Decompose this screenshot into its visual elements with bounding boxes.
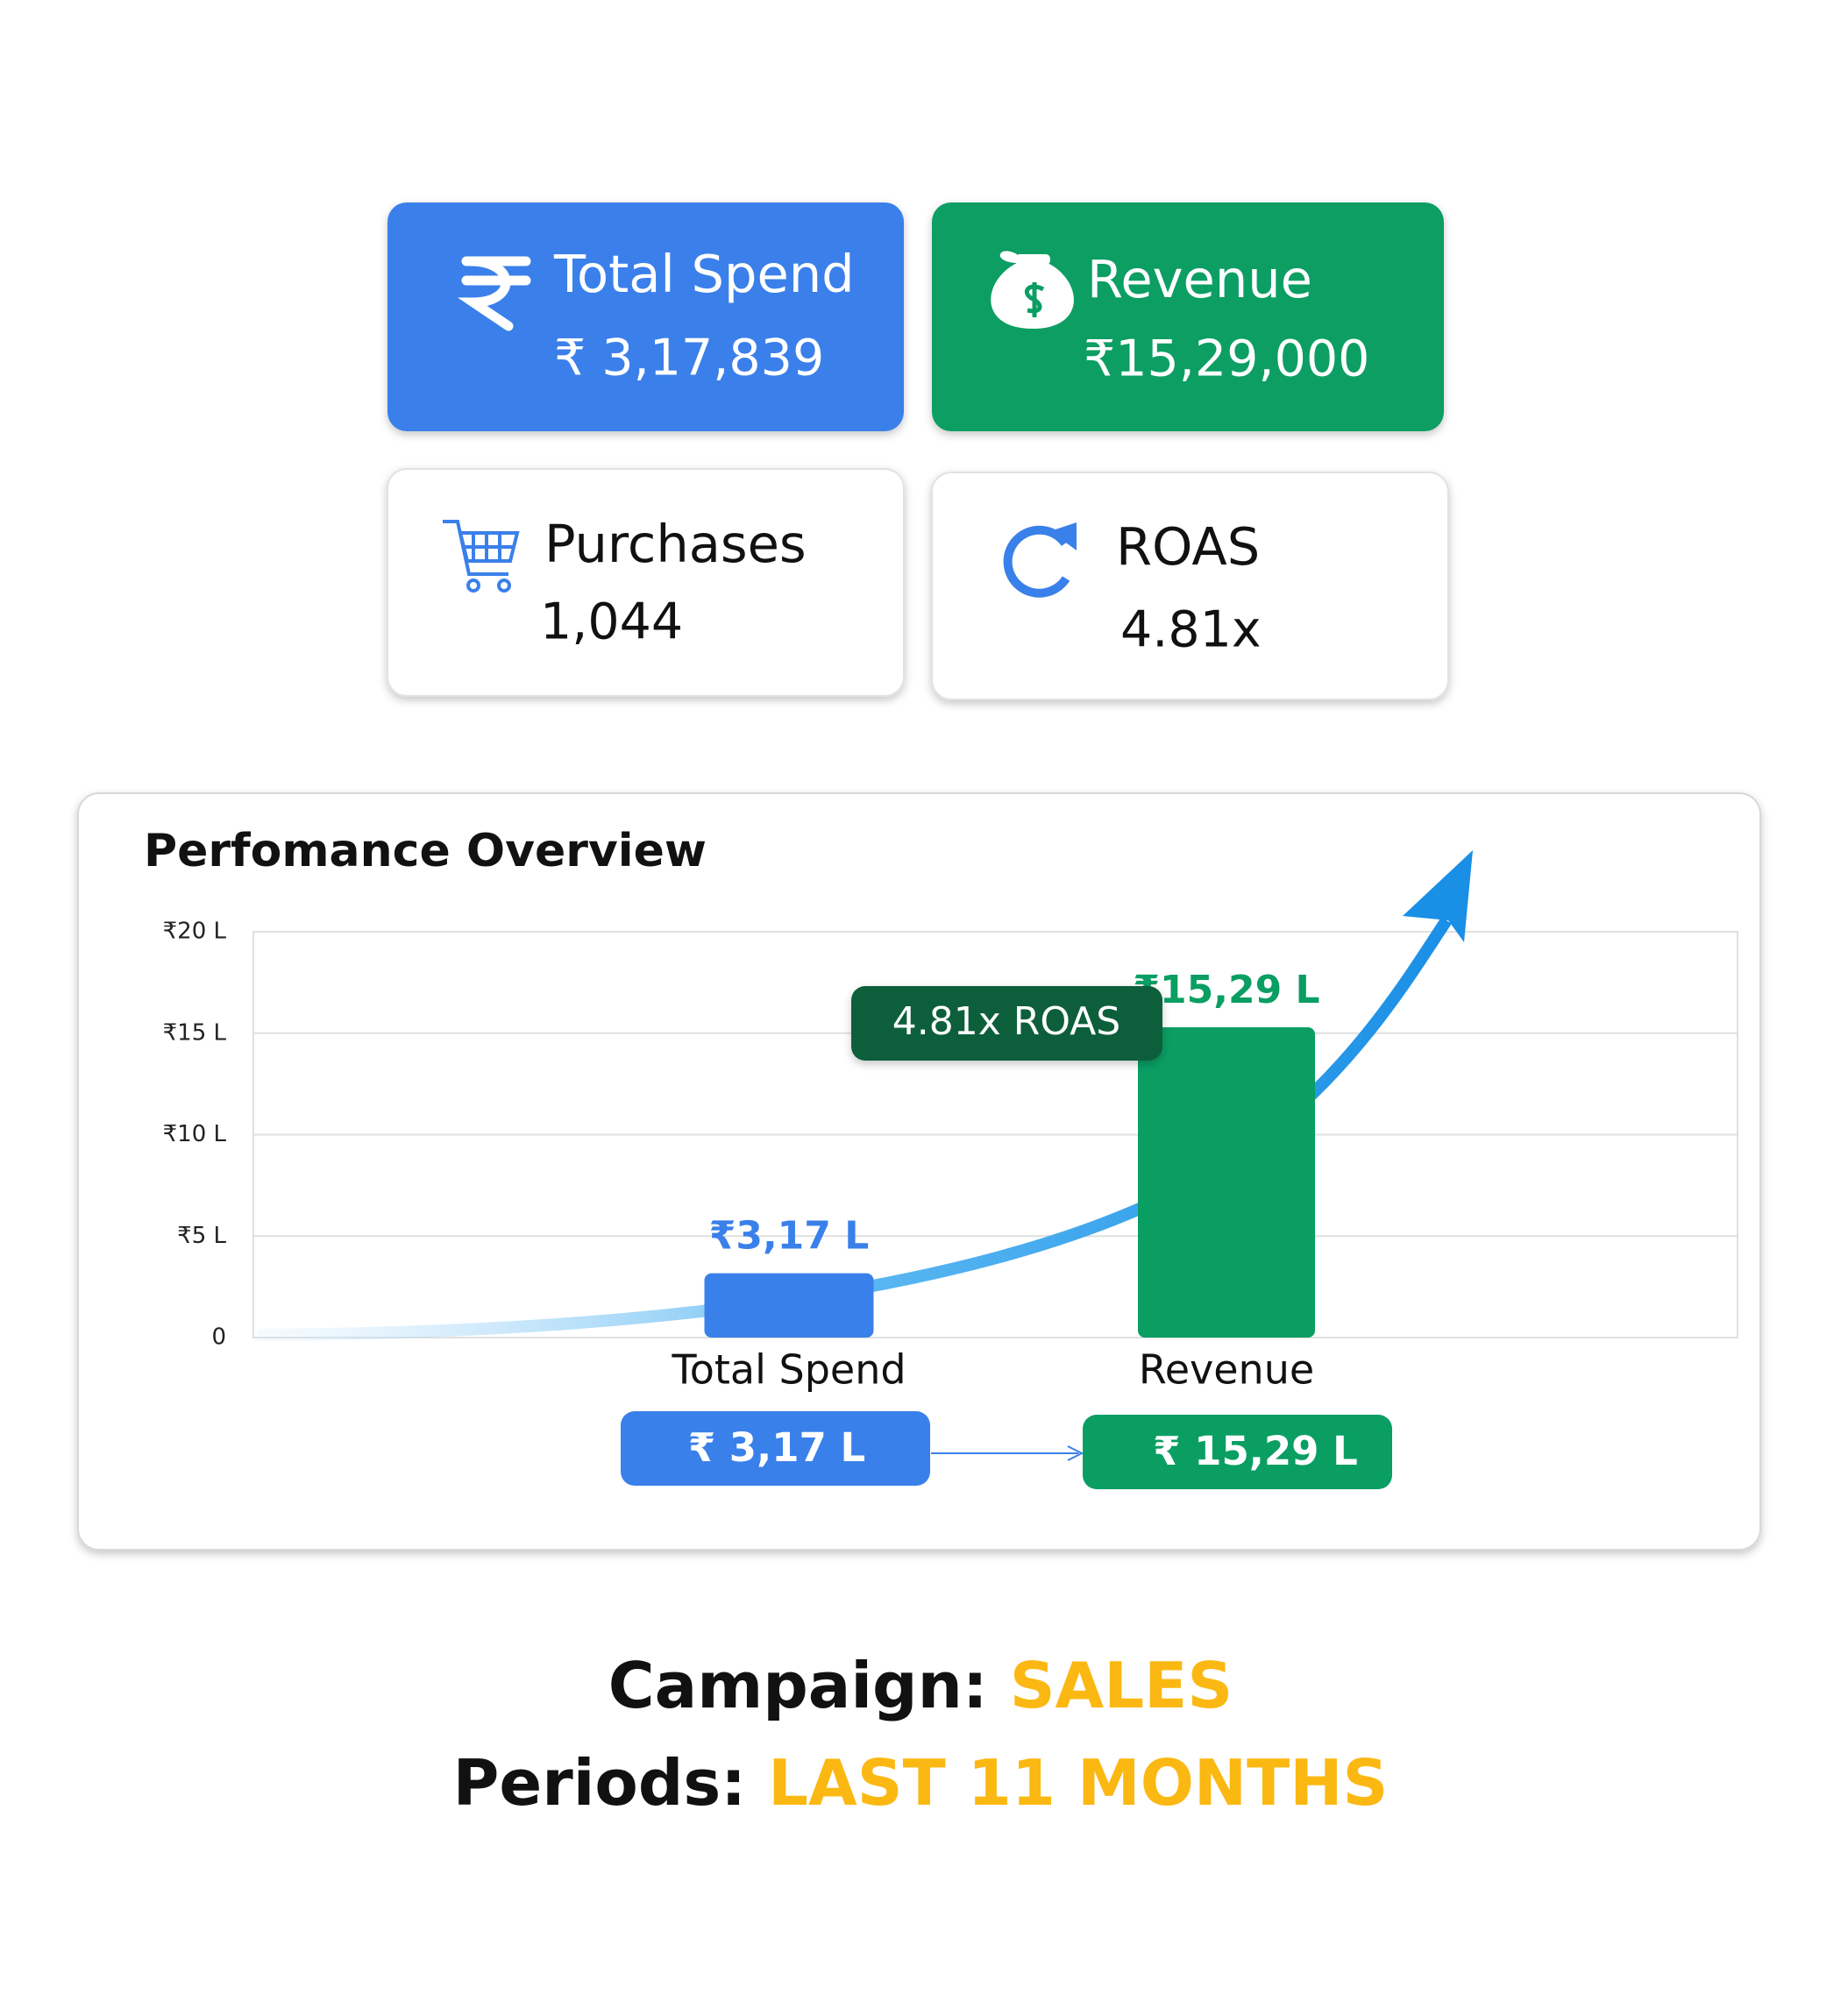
card-value: 4.81x [1120, 601, 1262, 659]
card [387, 202, 904, 431]
summary-text: ₹ 3,17 L [688, 1424, 865, 1471]
growth-arrow [256, 917, 1452, 1341]
summary-pill [621, 1411, 930, 1486]
roas-badge [851, 986, 1162, 1061]
roas-badge-text: 4.81x ROAS [892, 999, 1120, 1044]
footer-label: Periods: [453, 1746, 746, 1820]
footer-line: Campaign: SALES [608, 1649, 1233, 1722]
card-title: Revenue [1087, 249, 1312, 309]
card-value: ₹15,29,000 [1084, 330, 1369, 388]
growth-arrow-head [1403, 850, 1473, 942]
y-tick-label: ₹20 L [163, 919, 227, 945]
y-tick-label: ₹10 L [163, 1121, 227, 1147]
chart-title: Perfomance Overview [144, 825, 707, 877]
bar-value-label: ₹3,17 L [709, 1214, 870, 1259]
summary-text: ₹ 15,29 L [1153, 1428, 1358, 1474]
footer-value: LAST 11 MONTHS [768, 1746, 1388, 1820]
card-value: 1,044 [540, 593, 683, 651]
chart-panel [77, 792, 1761, 1551]
card [931, 472, 1449, 700]
x-tick-label: Revenue [1139, 1346, 1314, 1394]
y-tick-label: 0 [211, 1324, 226, 1351]
card-title: Purchases [544, 514, 807, 574]
bar [1138, 1027, 1315, 1338]
rupee-icon [458, 256, 531, 331]
y-tick-label: ₹15 L [163, 1019, 227, 1046]
summary-pill [1083, 1415, 1392, 1489]
x-tick-label: Total Spend [671, 1346, 906, 1394]
card-title: Total Spend [553, 244, 855, 304]
cart-icon [443, 520, 520, 593]
card [932, 202, 1444, 431]
money-bag-icon [991, 251, 1074, 329]
footer-value: SALES [1010, 1649, 1233, 1722]
y-tick-label: ₹5 L [177, 1223, 226, 1249]
card-title: ROAS [1116, 516, 1260, 577]
card-value: ₹ 3,17,839 [554, 330, 824, 387]
footer-line: Periods: LAST 11 MONTHS [453, 1746, 1389, 1820]
refresh-icon [1003, 522, 1077, 598]
footer-label: Campaign: [608, 1649, 988, 1722]
bar-value-label: ₹15,29 L [1133, 968, 1319, 1012]
bar [704, 1273, 874, 1338]
card [387, 468, 905, 697]
connector-head [1067, 1445, 1084, 1461]
